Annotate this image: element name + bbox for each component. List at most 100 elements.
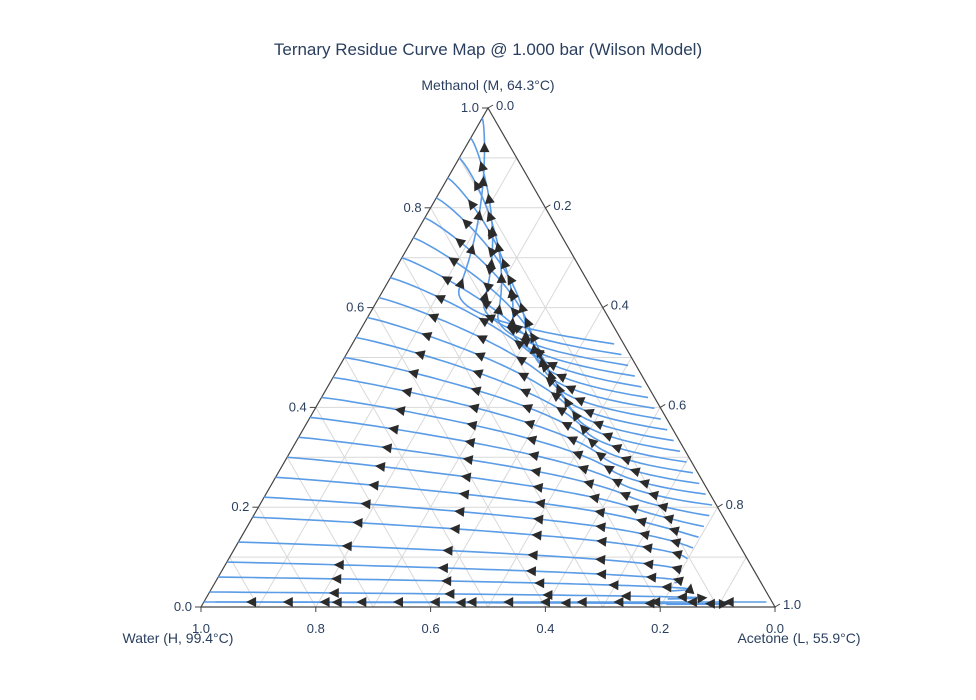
curve-direction-arrow bbox=[545, 377, 557, 388]
curve-direction-arrow bbox=[356, 597, 367, 607]
curve-direction-arrow bbox=[460, 472, 472, 483]
curve-direction-arrow bbox=[319, 597, 330, 607]
water-tick-label: 0.6 bbox=[422, 621, 440, 636]
curve-direction-arrow bbox=[468, 403, 480, 414]
curve-direction-arrow bbox=[684, 583, 695, 595]
curve-direction-arrow bbox=[670, 538, 682, 548]
curve-direction-arrow bbox=[474, 352, 486, 362]
curve-direction-arrow bbox=[527, 550, 538, 561]
acetone-tick-mark bbox=[602, 304, 609, 309]
residue-curve bbox=[470, 137, 622, 356]
curve-direction-arrow bbox=[524, 419, 536, 430]
curve-direction-arrow bbox=[574, 397, 586, 407]
methanol-tick-label: 0.6 bbox=[346, 300, 364, 315]
curve-direction-arrow bbox=[478, 161, 489, 173]
curve-direction-arrow bbox=[639, 530, 650, 541]
residue-curve bbox=[264, 496, 694, 549]
water-tick-label: 0.4 bbox=[536, 621, 554, 636]
curve-direction-arrow bbox=[619, 491, 631, 501]
curve-direction-arrow bbox=[657, 502, 669, 513]
residue-curve bbox=[310, 416, 713, 506]
curve-direction-arrow bbox=[592, 420, 604, 430]
curve-direction-arrow bbox=[718, 599, 729, 610]
curve-direction-arrow bbox=[697, 593, 708, 604]
curve-direction-arrow bbox=[428, 313, 440, 323]
residue-curve bbox=[458, 157, 629, 367]
curve-direction-arrow bbox=[393, 597, 403, 607]
curve-direction-arrow bbox=[493, 304, 504, 315]
residue-curve bbox=[355, 336, 687, 463]
curve-direction-arrow bbox=[528, 451, 540, 462]
curve-direction-arrow bbox=[514, 340, 526, 350]
curve-direction-arrow bbox=[434, 295, 446, 305]
curve-direction-arrow bbox=[525, 566, 537, 577]
curve-direction-arrow bbox=[561, 421, 573, 431]
curve-direction-arrow bbox=[583, 479, 595, 489]
curve-direction-arrow bbox=[500, 258, 511, 270]
curve-direction-arrow bbox=[360, 499, 371, 510]
curve-direction-arrow bbox=[534, 578, 545, 589]
curve-direction-arrow bbox=[421, 331, 433, 342]
residue-curve bbox=[457, 117, 615, 345]
curve-direction-arrow bbox=[668, 526, 680, 537]
curve-direction-arrow bbox=[583, 408, 595, 419]
curve-direction-arrow bbox=[602, 432, 614, 442]
curve-direction-arrow bbox=[613, 597, 624, 607]
curve-direction-arrow bbox=[441, 576, 452, 587]
curve-direction-arrow bbox=[565, 385, 577, 395]
curve-direction-arrow bbox=[620, 455, 632, 466]
curve-direction-arrow bbox=[507, 274, 517, 286]
curve-direction-arrow bbox=[487, 228, 498, 240]
curve-direction-arrow bbox=[476, 335, 488, 345]
water-tick-label: 0.8 bbox=[307, 621, 325, 636]
curve-direction-arrow bbox=[462, 455, 474, 466]
acetone-tick-label: 0.4 bbox=[611, 298, 629, 313]
residue-curve bbox=[344, 356, 694, 474]
grid-line-acetone bbox=[544, 407, 661, 608]
curve-direction-arrow bbox=[620, 591, 631, 602]
curve-direction-arrow bbox=[596, 569, 607, 580]
curve-direction-arrow bbox=[466, 597, 477, 607]
curve-direction-arrow bbox=[474, 180, 484, 192]
curve-direction-arrow bbox=[454, 506, 465, 517]
curve-direction-arrow bbox=[530, 332, 540, 344]
acetone-tick-mark bbox=[774, 603, 781, 608]
curve-direction-arrow bbox=[484, 193, 495, 205]
curve-direction-arrow bbox=[723, 597, 734, 607]
curve-direction-arrow bbox=[686, 597, 697, 607]
curve-direction-arrow bbox=[341, 541, 352, 552]
curve-direction-arrow bbox=[572, 410, 582, 422]
residue-curve bbox=[321, 396, 706, 495]
curve-direction-arrow bbox=[531, 530, 542, 541]
curve-direction-arrow bbox=[368, 480, 379, 491]
acetone-tick-mark bbox=[545, 204, 551, 209]
curve-direction-arrow bbox=[629, 467, 641, 478]
curve-direction-arrow bbox=[650, 597, 661, 607]
curve-direction-arrow bbox=[510, 307, 521, 319]
curve-direction-arrow bbox=[555, 373, 568, 383]
grid-line-acetone bbox=[717, 556, 747, 608]
curve-direction-arrow bbox=[519, 338, 532, 348]
curve-direction-arrow bbox=[352, 517, 363, 528]
curve-direction-arrow bbox=[465, 243, 476, 255]
curve-direction-arrow bbox=[508, 290, 519, 302]
curve-direction-arrow bbox=[449, 524, 460, 535]
water-tick-label: 1.0 bbox=[192, 621, 210, 636]
curve-direction-arrow bbox=[521, 404, 534, 414]
methanol-tick-label: 0.2 bbox=[231, 499, 249, 514]
curve-direction-arrow bbox=[518, 302, 529, 314]
curve-direction-arrow bbox=[454, 278, 465, 290]
curve-direction-arrow bbox=[533, 514, 544, 525]
curve-direction-arrow bbox=[478, 317, 490, 328]
curve-direction-arrow bbox=[671, 550, 683, 560]
curve-direction-arrow bbox=[462, 218, 473, 230]
methanol-tick-label: 0.0 bbox=[174, 599, 192, 614]
curve-direction-arrow bbox=[546, 361, 558, 372]
acetone-tick-mark bbox=[659, 403, 666, 408]
curve-direction-arrow bbox=[473, 209, 484, 221]
curve-direction-arrow bbox=[408, 369, 419, 379]
curve-direction-arrow bbox=[526, 435, 538, 446]
curve-direction-arrow bbox=[577, 464, 589, 475]
residue-curve bbox=[367, 316, 681, 453]
